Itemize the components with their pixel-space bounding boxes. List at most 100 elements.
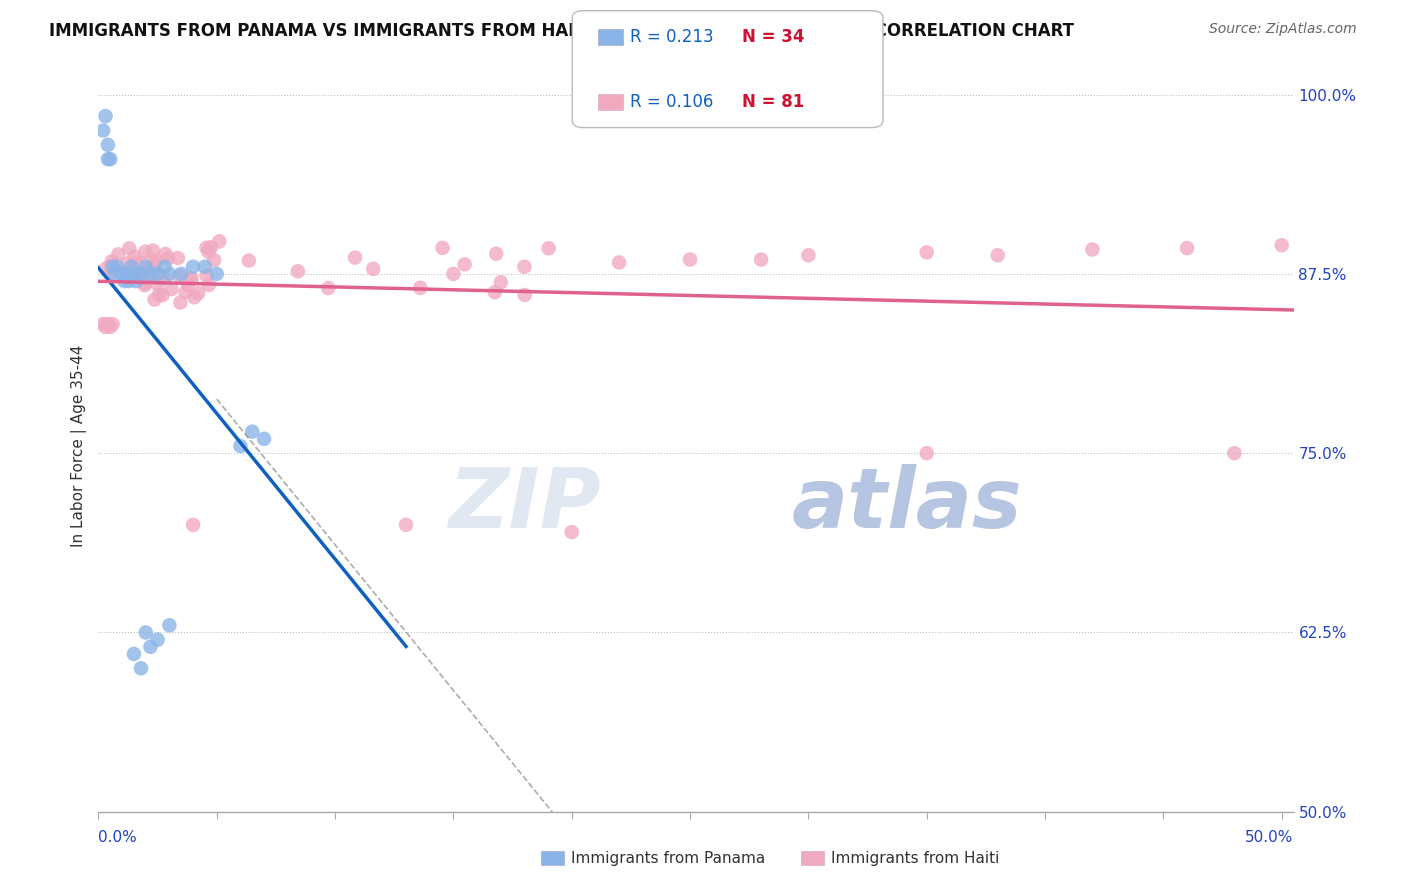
Point bbox=[915, 446, 938, 460]
Point bbox=[1271, 238, 1294, 252]
Point bbox=[180, 272, 202, 286]
Point bbox=[432, 241, 454, 255]
Point bbox=[97, 137, 120, 152]
Point bbox=[105, 260, 128, 274]
Point bbox=[238, 253, 260, 268]
Point bbox=[91, 317, 114, 331]
Point bbox=[197, 244, 219, 259]
Point bbox=[143, 257, 166, 271]
Point bbox=[139, 267, 162, 281]
Point bbox=[135, 255, 157, 269]
Point bbox=[253, 432, 276, 446]
Text: N = 81: N = 81 bbox=[742, 93, 804, 111]
Point bbox=[749, 252, 772, 267]
Text: R = 0.106: R = 0.106 bbox=[630, 93, 713, 111]
Point bbox=[134, 244, 156, 259]
Point bbox=[121, 260, 143, 274]
Point bbox=[122, 647, 145, 661]
Point bbox=[94, 109, 117, 123]
Point bbox=[101, 260, 124, 274]
Point bbox=[124, 250, 146, 264]
Point bbox=[98, 152, 121, 166]
Point bbox=[153, 271, 176, 285]
Point bbox=[101, 317, 124, 331]
Point bbox=[174, 285, 197, 300]
Point bbox=[97, 317, 120, 331]
Point bbox=[146, 277, 169, 291]
Point bbox=[155, 247, 177, 261]
Point bbox=[128, 269, 150, 284]
Point bbox=[453, 257, 475, 271]
Text: ZIP: ZIP bbox=[447, 464, 600, 545]
Point bbox=[316, 281, 339, 295]
Point bbox=[149, 271, 172, 285]
Point bbox=[166, 251, 188, 265]
Text: Immigrants from Haiti: Immigrants from Haiti bbox=[831, 851, 1000, 865]
Point bbox=[115, 268, 138, 282]
Point bbox=[167, 268, 190, 283]
Point bbox=[118, 241, 141, 255]
Point bbox=[134, 276, 156, 290]
Text: 50.0%: 50.0% bbox=[1246, 830, 1294, 846]
Point bbox=[98, 320, 121, 334]
Point bbox=[149, 272, 172, 286]
Point bbox=[100, 265, 122, 279]
Point bbox=[513, 288, 536, 302]
Point bbox=[187, 286, 209, 301]
Point bbox=[679, 252, 702, 267]
Point bbox=[395, 517, 418, 532]
Point bbox=[129, 267, 152, 281]
Point bbox=[107, 247, 129, 261]
Point bbox=[101, 254, 124, 268]
Point bbox=[409, 281, 432, 295]
Point bbox=[537, 241, 560, 255]
Point bbox=[561, 524, 583, 539]
Point bbox=[157, 618, 180, 632]
Point bbox=[142, 244, 165, 258]
Point bbox=[1175, 241, 1198, 255]
Point bbox=[177, 277, 200, 292]
Point bbox=[143, 293, 166, 307]
Point bbox=[202, 253, 225, 268]
Point bbox=[484, 285, 506, 300]
Text: N = 34: N = 34 bbox=[742, 28, 804, 45]
Point bbox=[97, 152, 120, 166]
Point bbox=[117, 256, 139, 270]
Point bbox=[607, 255, 630, 269]
Text: Source: ZipAtlas.com: Source: ZipAtlas.com bbox=[1209, 22, 1357, 37]
Point bbox=[485, 246, 508, 260]
Point bbox=[200, 240, 222, 254]
Point bbox=[194, 260, 217, 274]
Point bbox=[361, 261, 384, 276]
Point bbox=[114, 274, 136, 288]
Point bbox=[1081, 243, 1104, 257]
Point bbox=[157, 251, 180, 265]
Point bbox=[160, 282, 183, 296]
Point bbox=[146, 632, 169, 647]
Point bbox=[146, 267, 169, 281]
Point bbox=[1223, 446, 1246, 460]
Point bbox=[198, 277, 221, 292]
Point bbox=[94, 320, 117, 334]
Point bbox=[489, 275, 512, 289]
Point bbox=[91, 123, 114, 137]
Point bbox=[181, 517, 204, 532]
Point bbox=[513, 260, 536, 274]
Point bbox=[94, 261, 117, 276]
Point bbox=[195, 268, 218, 283]
Point bbox=[195, 241, 218, 255]
Point bbox=[181, 260, 204, 274]
Point bbox=[132, 269, 155, 284]
Point bbox=[153, 260, 176, 274]
Point bbox=[170, 267, 193, 281]
Point bbox=[115, 267, 138, 281]
Point bbox=[183, 290, 205, 304]
Point bbox=[125, 274, 148, 288]
Point bbox=[240, 425, 263, 439]
Text: IMMIGRANTS FROM PANAMA VS IMMIGRANTS FROM HAITI IN LABOR FORCE | AGE 35-44 CORRE: IMMIGRANTS FROM PANAMA VS IMMIGRANTS FRO… bbox=[49, 22, 1074, 40]
Text: atlas: atlas bbox=[792, 464, 1022, 545]
Point bbox=[125, 255, 148, 269]
Point bbox=[118, 274, 141, 288]
Point bbox=[122, 267, 145, 281]
Text: Immigrants from Panama: Immigrants from Panama bbox=[571, 851, 765, 865]
